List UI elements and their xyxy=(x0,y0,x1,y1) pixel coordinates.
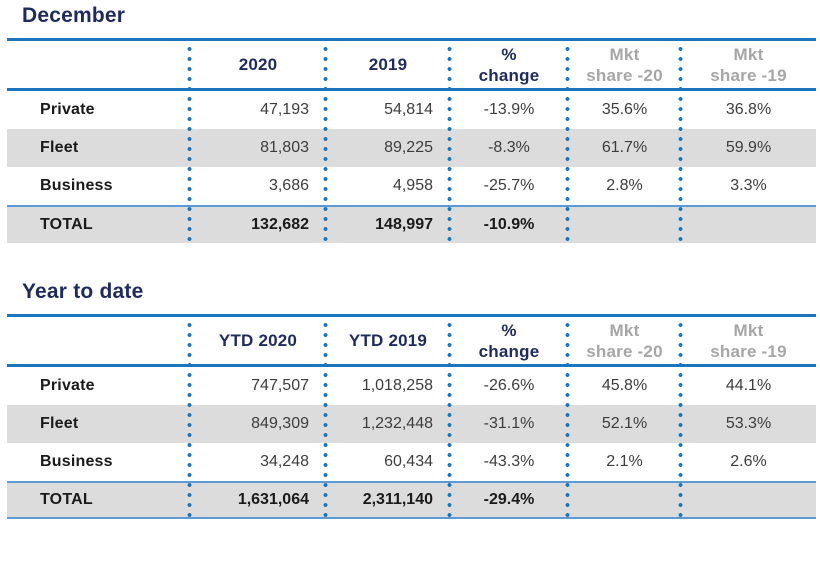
header-line: % xyxy=(501,320,517,340)
value-ytd-2020: 849,309 xyxy=(251,415,309,432)
row-label: Fleet xyxy=(40,139,79,156)
value-pct-change: -31.1% xyxy=(483,415,535,432)
table-row-total: TOTAL 1,631,064 2,311,140 -29.4% xyxy=(7,481,816,519)
value-mkt-share-19: 36.8% xyxy=(725,101,772,118)
header-line: Mkt xyxy=(609,44,640,64)
header-line: Mkt xyxy=(733,320,764,340)
header-line: share -20 xyxy=(586,341,663,361)
row-label: Business xyxy=(40,177,113,194)
value-mkt-share-20: 35.6% xyxy=(601,101,648,118)
row-label: TOTAL xyxy=(40,216,93,233)
value-mkt-share-20: 2.8% xyxy=(606,177,643,194)
header-pct-change: % change xyxy=(450,44,568,86)
value-mkt-share-19: 44.1% xyxy=(725,377,772,394)
table-header-row: YTD 2020 YTD 2019 % change Mkt share -20… xyxy=(7,317,816,367)
header-line: 2019 xyxy=(368,55,408,74)
value-mkt-share-20: 45.8% xyxy=(601,377,648,394)
value-mkt-share-20: 2.1% xyxy=(606,453,643,470)
value-ytd-2019: 2,311,140 xyxy=(362,491,433,508)
table-row-fleet: Fleet 81,803 89,225 -8.3% 61.7% 59.9% xyxy=(7,129,816,167)
value-pct-change: -43.3% xyxy=(483,453,535,470)
table-row-total: TOTAL 132,682 148,997 -10.9% xyxy=(7,205,816,243)
header-2019: 2019 xyxy=(326,54,450,75)
header-mkt-share-20: Mkt share -20 xyxy=(568,44,681,86)
value-pct-change: -29.4% xyxy=(483,491,535,508)
header-line: share -19 xyxy=(710,65,787,85)
value-2020: 3,686 xyxy=(268,177,309,194)
value-pct-change: -8.3% xyxy=(488,139,530,156)
header-line: YTD 2019 xyxy=(348,331,428,350)
value-2020: 47,193 xyxy=(260,101,309,118)
header-line: Mkt xyxy=(609,320,640,340)
value-2019: 89,225 xyxy=(384,139,433,156)
value-2019: 148,997 xyxy=(375,216,433,233)
header-pct-change: % change xyxy=(450,320,568,362)
header-line: Mkt xyxy=(733,44,764,64)
value-mkt-share-20: 61.7% xyxy=(601,139,648,156)
header-line: share -19 xyxy=(710,341,787,361)
row-label: TOTAL xyxy=(40,491,93,508)
value-ytd-2019: 1,018,258 xyxy=(361,377,433,394)
header-mkt-share-19: Mkt share -19 xyxy=(681,44,816,86)
row-label: Private xyxy=(40,377,95,394)
table-row-fleet: Fleet 849,309 1,232,448 -31.1% 52.1% 53.… xyxy=(7,405,816,443)
value-ytd-2019: 1,232,448 xyxy=(361,415,433,432)
value-ytd-2020: 1,631,064 xyxy=(237,491,309,508)
table-row-business: Business 34,248 60,434 -43.3% 2.1% 2.6% xyxy=(7,443,816,481)
header-mkt-share-19: Mkt share -19 xyxy=(681,320,816,362)
value-pct-change: -13.9% xyxy=(483,101,535,118)
value-2020: 132,682 xyxy=(251,216,309,233)
row-label: Business xyxy=(40,453,113,470)
value-mkt-share-19: 2.6% xyxy=(730,453,767,470)
value-mkt-share-19: 53.3% xyxy=(725,415,772,432)
header-line: 2020 xyxy=(238,55,278,74)
header-line: share -20 xyxy=(586,65,663,85)
value-pct-change: -26.6% xyxy=(483,377,535,394)
table-row-private: Private 747,507 1,018,258 -26.6% 45.8% 4… xyxy=(7,367,816,405)
section-title-december: December xyxy=(22,4,126,27)
value-2020: 81,803 xyxy=(260,139,309,156)
value-2019: 4,958 xyxy=(392,177,433,194)
header-line: % xyxy=(501,44,517,64)
header-line: change xyxy=(478,65,540,85)
value-mkt-share-20: 52.1% xyxy=(601,415,648,432)
row-label: Fleet xyxy=(40,415,79,432)
value-pct-change: -25.7% xyxy=(483,177,535,194)
value-ytd-2020: 747,507 xyxy=(251,377,309,394)
table-year-to-date: YTD 2020 YTD 2019 % change Mkt share -20… xyxy=(7,314,816,519)
header-ytd-2020: YTD 2020 xyxy=(190,330,326,351)
value-ytd-2019: 60,434 xyxy=(384,453,433,470)
header-2020: 2020 xyxy=(190,54,326,75)
value-pct-change: -10.9% xyxy=(483,216,535,233)
section-title-year-to-date: Year to date xyxy=(22,280,144,303)
value-mkt-share-19: 3.3% xyxy=(730,177,767,194)
value-2019: 54,814 xyxy=(384,101,433,118)
table-header-row: 2020 2019 % change Mkt share -20 Mkt sha… xyxy=(7,41,816,91)
row-label: Private xyxy=(40,101,95,118)
table-december: 2020 2019 % change Mkt share -20 Mkt sha… xyxy=(7,38,816,243)
header-line: change xyxy=(478,341,540,361)
header-line: YTD 2020 xyxy=(218,331,298,350)
value-mkt-share-19: 59.9% xyxy=(725,139,772,156)
header-mkt-share-20: Mkt share -20 xyxy=(568,320,681,362)
table-row-private: Private 47,193 54,814 -13.9% 35.6% 36.8% xyxy=(7,91,816,129)
header-ytd-2019: YTD 2019 xyxy=(326,330,450,351)
table-row-business: Business 3,686 4,958 -25.7% 2.8% 3.3% xyxy=(7,167,816,205)
value-ytd-2020: 34,248 xyxy=(260,453,309,470)
